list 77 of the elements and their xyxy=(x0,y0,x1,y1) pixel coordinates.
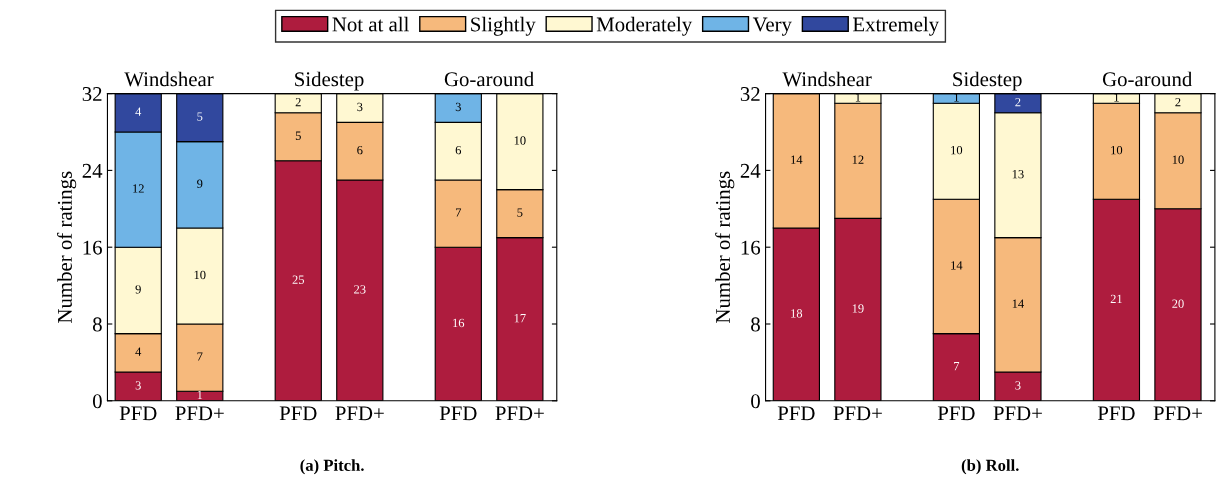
text: Go-around xyxy=(1102,71,1193,87)
data-label: 3 xyxy=(455,102,461,112)
data-label: 14 xyxy=(951,261,963,270)
data-label: 16 xyxy=(453,318,465,328)
data-label: 23 xyxy=(354,285,366,294)
x-tick-label: PFD xyxy=(1097,406,1135,421)
data-label: 7 xyxy=(455,208,462,217)
x-tick-label: PFD xyxy=(119,406,157,421)
legend-label: Slightly xyxy=(471,16,536,36)
data-label: 10 xyxy=(514,136,526,145)
data-label: 5 xyxy=(517,208,523,217)
data-label: 4 xyxy=(135,107,142,116)
y-tick-label: 0 xyxy=(92,394,102,409)
x-tick-label: PFD+ xyxy=(1153,406,1202,421)
x-tick-label: PFD+ xyxy=(335,406,384,421)
data-label: 10 xyxy=(1111,145,1123,155)
data-label: 7 xyxy=(954,362,960,371)
y-tick-label: 0 xyxy=(751,394,760,409)
x-tick-label: PFD+ xyxy=(175,406,224,421)
data-label: 13 xyxy=(1012,169,1024,179)
data-label: 2 xyxy=(295,97,301,107)
y-tick-label: 32 xyxy=(740,87,760,102)
x-tick-label: PFD+ xyxy=(993,406,1042,421)
text: Windshear xyxy=(782,71,872,87)
y-tick-label: 16 xyxy=(83,240,102,255)
data-label: 1 xyxy=(855,93,861,102)
text: Sidestep xyxy=(953,71,1022,91)
data-label: 21 xyxy=(1110,294,1122,304)
data-label: 6 xyxy=(455,145,462,155)
y-tick-label: 8 xyxy=(92,317,102,332)
data-label: 12 xyxy=(133,184,144,193)
data-label: 5 xyxy=(295,131,301,140)
y-tick-label: 16 xyxy=(741,240,761,255)
y-tick-label: 8 xyxy=(751,317,760,332)
data-label: 7 xyxy=(197,352,203,361)
x-tick-label: PFD+ xyxy=(495,406,544,421)
data-label: 17 xyxy=(514,313,526,323)
text: Go-around xyxy=(444,71,534,87)
legend-label: Moderately xyxy=(596,16,693,36)
x-tick-label: PFD xyxy=(439,406,477,421)
text: (a) Pitch. xyxy=(300,459,364,475)
data-label: 3 xyxy=(1015,381,1021,390)
data-label: 5 xyxy=(197,112,203,121)
text: (b) Roll. xyxy=(961,459,1019,475)
data-label: 1 xyxy=(197,390,203,400)
x-tick-label: PFD xyxy=(279,406,317,421)
data-label: 19 xyxy=(852,304,864,313)
y-axis-title: Number of ratings xyxy=(57,171,77,323)
data-label: 18 xyxy=(791,309,803,318)
data-label: 9 xyxy=(135,285,141,294)
data-label: 25 xyxy=(292,275,305,284)
data-label: 12 xyxy=(852,155,864,164)
y-axis-title: Number of ratings xyxy=(715,171,735,323)
x-tick-label: PFD xyxy=(937,406,975,421)
data-label: 2 xyxy=(1175,97,1181,107)
data-label: 4 xyxy=(135,347,142,356)
data-label: 10 xyxy=(1172,155,1184,164)
data-label: 14 xyxy=(1012,299,1024,308)
text: Sidestep xyxy=(295,71,364,91)
data-label: 6 xyxy=(357,145,363,155)
legend-label: Very xyxy=(752,17,792,36)
data-label: 9 xyxy=(197,179,203,188)
y-tick-label: 24 xyxy=(82,163,103,178)
legend-label: Not at all xyxy=(332,16,409,32)
data-label: 3 xyxy=(357,102,363,112)
x-tick-label: PFD+ xyxy=(833,406,882,421)
data-label: 3 xyxy=(135,381,141,390)
data-label: 10 xyxy=(194,270,206,280)
text: Windshear xyxy=(124,71,214,87)
data-label: 20 xyxy=(1172,299,1184,308)
y-tick-label: 32 xyxy=(82,87,102,102)
y-tick-label: 24 xyxy=(740,163,761,178)
data-label: 2 xyxy=(1015,97,1021,107)
legend-label: Extremely xyxy=(852,16,940,36)
data-label: 10 xyxy=(951,145,963,155)
data-label: 14 xyxy=(791,155,803,164)
x-tick-label: PFD xyxy=(777,406,815,421)
